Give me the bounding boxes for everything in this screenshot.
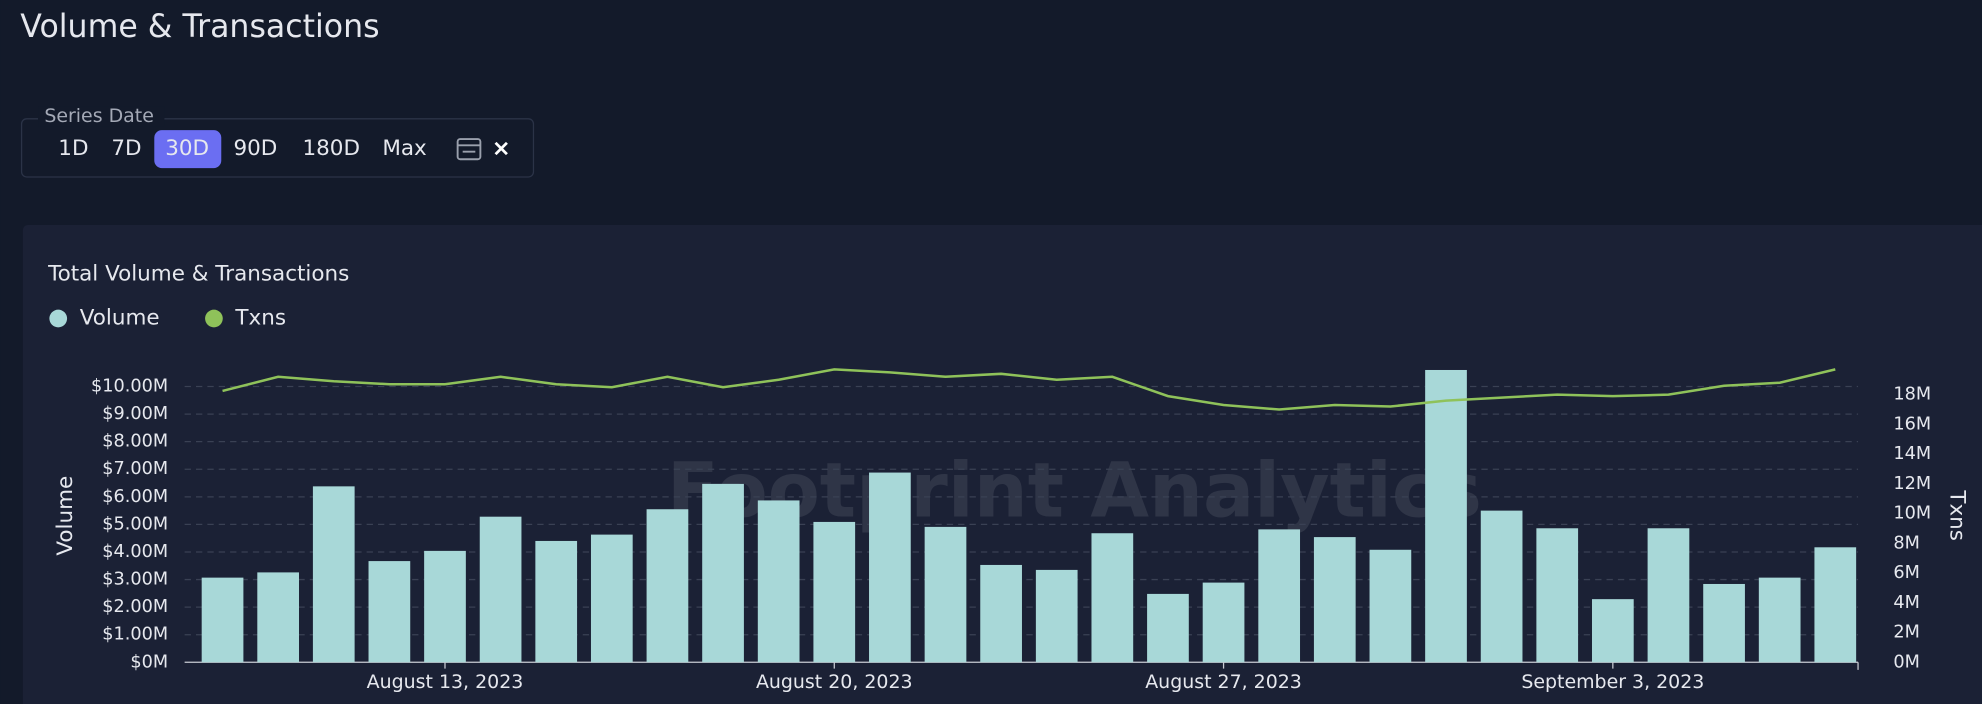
bar bbox=[535, 540, 578, 663]
bar bbox=[1591, 599, 1634, 663]
y-axis-label: Volume bbox=[53, 476, 78, 556]
legend-label[interactable]: Volume bbox=[80, 306, 160, 331]
bar bbox=[1758, 577, 1801, 663]
bar bbox=[1147, 593, 1189, 663]
filter-option[interactable]: 90D bbox=[233, 136, 277, 161]
y2-tick-label: 16M bbox=[1893, 414, 1931, 434]
bar bbox=[869, 472, 911, 663]
y-tick-label: $1.00M bbox=[102, 625, 168, 645]
x-tick-label: August 20, 2023 bbox=[756, 671, 913, 693]
bar bbox=[1814, 547, 1857, 663]
bar bbox=[201, 577, 244, 663]
y-tick-label: $2.00M bbox=[102, 597, 168, 617]
y-tick-label: $10.00M bbox=[91, 377, 168, 397]
y2-axis-label: Txns bbox=[1945, 489, 1970, 541]
bar bbox=[312, 486, 355, 663]
legend-marker[interactable] bbox=[49, 309, 68, 328]
page-title: Volume & Transactions bbox=[20, 9, 379, 45]
bar bbox=[368, 561, 411, 663]
bar bbox=[479, 516, 522, 663]
filter-options: 1D 7D 30D 90D 180D Max bbox=[58, 130, 427, 169]
x-tick-label: September 3, 2023 bbox=[1521, 671, 1704, 693]
bar bbox=[1091, 533, 1134, 663]
y2-tick-label: 14M bbox=[1893, 444, 1931, 464]
y-tick-label: $6.00M bbox=[102, 487, 168, 507]
y2-tick-label: 6M bbox=[1893, 563, 1920, 583]
bar bbox=[924, 526, 967, 663]
filter-option[interactable]: Max bbox=[382, 136, 426, 161]
bar bbox=[1258, 529, 1301, 663]
legend-label[interactable]: Txns bbox=[234, 306, 286, 331]
y2-tick-label: 10M bbox=[1893, 504, 1931, 524]
bar bbox=[1035, 569, 1078, 663]
bar bbox=[1425, 369, 1467, 663]
bar bbox=[1480, 510, 1523, 663]
y-tick-label: $0M bbox=[130, 652, 168, 672]
filter-label: Series Date bbox=[44, 105, 154, 127]
bar bbox=[813, 521, 856, 663]
bar bbox=[1202, 582, 1245, 663]
legend-marker[interactable] bbox=[205, 309, 223, 328]
y-tick-label: $9.00M bbox=[102, 404, 168, 424]
y-tick-label: $7.00M bbox=[102, 459, 168, 479]
calendar-icon[interactable] bbox=[456, 138, 482, 161]
y-tick-label: $4.00M bbox=[102, 542, 168, 562]
y2-tick-label: 12M bbox=[1893, 474, 1931, 494]
y2-tick-label: 18M bbox=[1893, 385, 1931, 405]
bar bbox=[1536, 528, 1579, 663]
bar bbox=[980, 564, 1022, 663]
watermark: Footprint Analytics bbox=[667, 446, 1482, 534]
bar bbox=[1703, 583, 1745, 663]
y2-tick-label: 0M bbox=[1893, 652, 1920, 672]
line bbox=[222, 368, 1836, 411]
selected-option-bg[interactable] bbox=[154, 130, 222, 169]
bar bbox=[702, 483, 744, 663]
filter-option[interactable]: 1D bbox=[58, 136, 88, 161]
y-tick-label: $5.00M bbox=[102, 514, 168, 534]
y2-tick-label: 2M bbox=[1893, 623, 1920, 643]
chart-title: Total Volume & Transactions bbox=[47, 261, 349, 286]
y2-tick-label: 8M bbox=[1893, 533, 1920, 553]
x-tick-label: August 13, 2023 bbox=[367, 671, 524, 693]
x-tick-label: August 27, 2023 bbox=[1145, 671, 1302, 693]
y2-tick-label: 4M bbox=[1893, 593, 1920, 613]
bar bbox=[590, 534, 633, 663]
bar bbox=[1647, 528, 1690, 663]
filter-option[interactable]: 30D bbox=[165, 136, 209, 161]
y-tick-label: $8.00M bbox=[102, 432, 168, 452]
filter-label-bg bbox=[38, 106, 165, 127]
bar bbox=[424, 550, 466, 663]
filter-option[interactable]: 7D bbox=[111, 136, 141, 161]
clear-button[interactable] bbox=[494, 141, 508, 156]
y-tick-label: $3.00M bbox=[102, 570, 168, 590]
filter-option[interactable]: 180D bbox=[302, 136, 360, 161]
bar bbox=[646, 509, 689, 663]
filter-box bbox=[20, 118, 535, 178]
bar bbox=[757, 500, 800, 663]
plot: $0M $1.00M $2.00M $3.00M $4.00M $5.00M $6.00M $… bbox=[49, 306, 1931, 693]
bar bbox=[1313, 537, 1356, 663]
bar bbox=[257, 572, 300, 663]
bar bbox=[1369, 549, 1412, 663]
